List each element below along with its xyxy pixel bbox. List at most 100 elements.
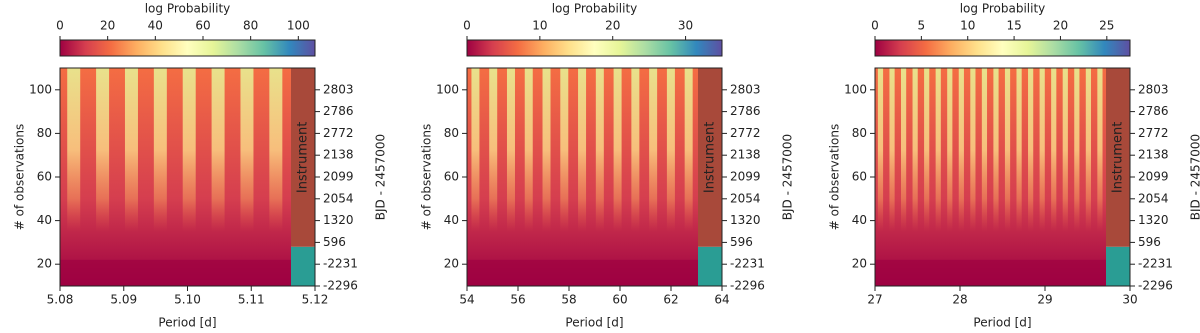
heatmap-ridge (560, 68, 569, 232)
y2-tick-label: -2296 (730, 279, 765, 293)
heatmap-ridge (981, 68, 988, 232)
heatmap-ridge (958, 68, 964, 232)
colorbar-tick-label: 20 (1053, 19, 1068, 33)
x-tick-label: 30 (1122, 293, 1137, 307)
heatmap-ridge (613, 68, 622, 232)
heatmap-background (60, 68, 291, 286)
heatmap-ridge (889, 68, 895, 232)
colorbar-tick-label: 10 (532, 19, 547, 33)
y2-tick-label: 2803 (730, 82, 761, 96)
y-tick-label: 40 (37, 213, 52, 227)
x-tick-label: 5.12 (302, 293, 329, 307)
y-tick-label: 40 (852, 213, 867, 227)
y2-tick-label: 2786 (1138, 104, 1169, 118)
y2-tick-label: 2138 (1138, 148, 1169, 162)
y-tick-label: 20 (852, 257, 867, 271)
heatmap-ridge (67, 68, 81, 232)
heatmap-ridge (900, 68, 907, 232)
heatmap-ridge (124, 68, 138, 232)
instrument-band (291, 246, 315, 286)
colorbar-tick-label: 30 (678, 19, 693, 33)
instrument-band (698, 246, 722, 286)
heatmap-ridge (182, 68, 196, 232)
heatmap-ridge (947, 68, 953, 232)
x-axis-label: Period [d] (565, 316, 623, 330)
colorbar-tick-label: 5 (918, 19, 926, 33)
y2-tick-label: 2099 (730, 170, 761, 184)
y2-tick-label: -2231 (730, 257, 765, 271)
y-axis-label: # of observations (13, 124, 27, 230)
y-axis-label: # of observations (420, 124, 434, 230)
y2-tick-label: 2772 (730, 126, 761, 140)
heatmap-ridge (153, 68, 167, 232)
y2-tick-label: 2099 (323, 170, 354, 184)
y-tick-label: 20 (37, 257, 52, 271)
colorbar-tick-label: 60 (195, 19, 210, 33)
y-tick-label: 60 (852, 170, 867, 184)
y-tick-label: 60 (444, 170, 459, 184)
colorbar-tick-label: 20 (100, 19, 115, 33)
heatmap-ridge (970, 68, 976, 232)
heatmap-ridge (1004, 68, 1011, 232)
x-tick-label: 5.09 (110, 293, 137, 307)
y-tick-label: 80 (37, 126, 52, 140)
y2-tick-label: -2231 (1138, 257, 1173, 271)
y2-tick-label: 2786 (323, 104, 354, 118)
y2-tick-label: -2231 (323, 257, 358, 271)
y2-tick-label: 596 (1138, 235, 1161, 249)
instrument-label: Instrument (296, 122, 311, 194)
colorbar (466, 39, 723, 57)
y2-tick-label: 1320 (1138, 213, 1169, 227)
colorbar (874, 39, 1131, 57)
y2-tick-label: -2296 (323, 279, 358, 293)
colorbar-tick-label: 15 (1006, 19, 1021, 33)
y2-axis-label: BJD - 2457000 (781, 134, 795, 220)
heatmap-ridge (666, 68, 675, 232)
y-tick-label: 80 (852, 126, 867, 140)
heatmap-ridge (489, 68, 498, 232)
y2-tick-label: 2786 (730, 104, 761, 118)
heatmap-low-band (60, 259, 291, 286)
x-tick-label: 5.10 (174, 293, 201, 307)
y2-tick-label: -2296 (1138, 279, 1173, 293)
instrument-band (698, 68, 722, 247)
heatmap-ridge (924, 68, 930, 232)
heatmap-ridge (96, 68, 110, 232)
x-axis-label: Period [d] (973, 316, 1031, 330)
y2-tick-label: 2772 (323, 126, 354, 140)
heatmap-ridge (240, 68, 254, 232)
colorbar-tick-label: 100 (287, 19, 310, 33)
heatmap-ridge (542, 68, 551, 232)
heatmap-ridge (1039, 68, 1045, 232)
heatmap-background (875, 68, 1106, 286)
y2-tick-label: 2099 (1138, 170, 1169, 184)
y2-tick-label: 1320 (323, 213, 354, 227)
y2-tick-label: 1320 (730, 213, 761, 227)
y-tick-label: 100 (436, 82, 459, 96)
colorbar-tick-label: 0 (871, 19, 879, 33)
colorbar-tick-label: 0 (463, 19, 471, 33)
heatmap-ridge (1016, 68, 1022, 232)
y-tick-label: 100 (844, 82, 867, 96)
heatmap-ridge (595, 68, 604, 232)
y2-tick-label: 2054 (323, 191, 354, 205)
y2-tick-label: 2772 (1138, 126, 1169, 140)
heatmap-ridge (877, 68, 884, 232)
heatmap-ridge (524, 68, 533, 232)
y2-tick-label: 2054 (1138, 191, 1169, 205)
y-axis-label: # of observations (828, 124, 842, 230)
heatmap-ridge (1097, 68, 1103, 232)
colorbar-label: log Probability (145, 2, 231, 16)
heatmap-ridge (1074, 68, 1080, 232)
y2-tick-label: 2803 (1138, 82, 1169, 96)
instrument-band (291, 68, 315, 247)
colorbar-tick-label: 10 (960, 19, 975, 33)
x-tick-label: 54 (459, 293, 474, 307)
colorbar-tick-label: 0 (56, 19, 64, 33)
heatmap-ridge (211, 68, 225, 232)
x-tick-label: 56 (510, 293, 525, 307)
x-tick-label: 28 (952, 293, 967, 307)
y-tick-label: 40 (444, 213, 459, 227)
x-tick-label: 29 (1037, 293, 1052, 307)
